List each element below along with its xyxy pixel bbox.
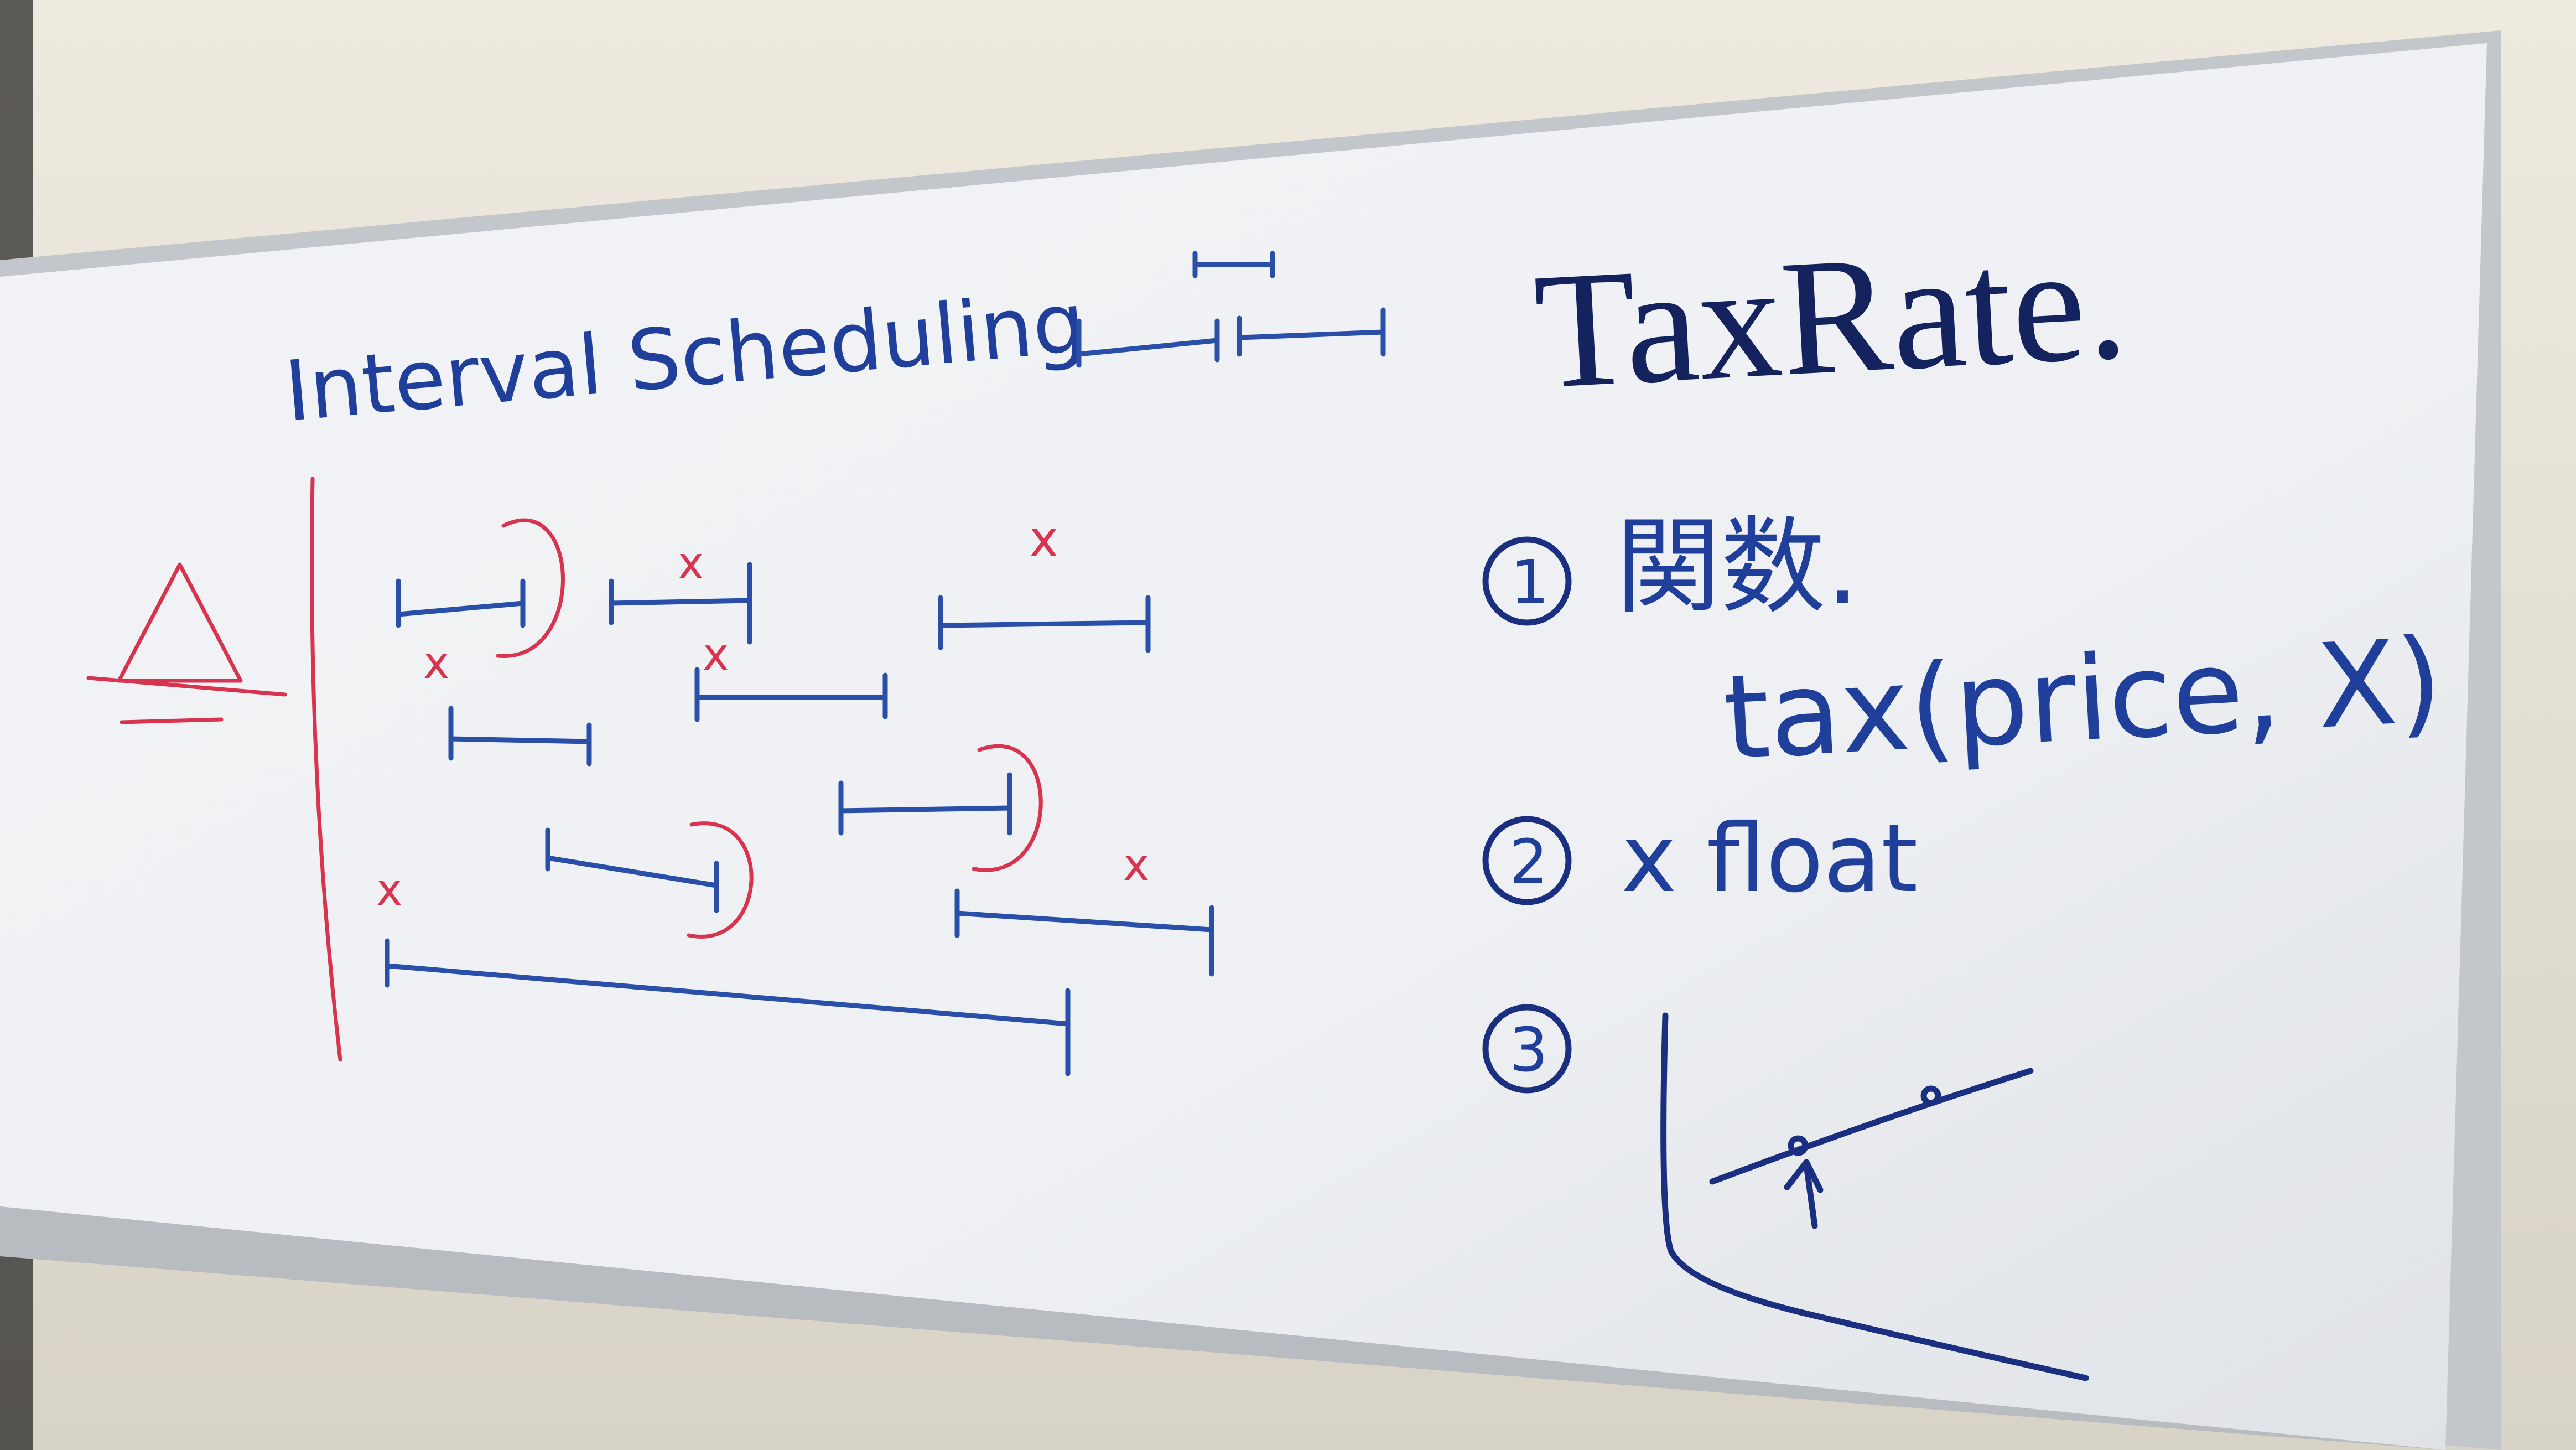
list-item-2: 2 x float bbox=[1482, 804, 1918, 914]
item-2-marker: 2 bbox=[1509, 826, 1548, 897]
whiteboard-surface bbox=[0, 43, 2487, 1450]
red-divider-line bbox=[310, 477, 342, 1062]
reject-mark: x bbox=[423, 637, 449, 688]
reject-mark: x bbox=[1029, 510, 1058, 568]
marker-tray bbox=[0, 1206, 2445, 1450]
reject-mark: x bbox=[703, 629, 729, 680]
reject-mark: x bbox=[678, 537, 704, 589]
right-title: TaxRate. bbox=[1530, 209, 2131, 423]
item-3-marker: 3 bbox=[1509, 1014, 1548, 1085]
graph-point bbox=[1920, 1085, 1941, 1106]
reject-mark: x bbox=[1123, 839, 1149, 890]
triangle-sketch bbox=[86, 562, 287, 724]
interval-example-top bbox=[1076, 251, 1386, 368]
interval-diagram: x x x x x x bbox=[376, 510, 1214, 1076]
list-item-3: 3 bbox=[1482, 1004, 2089, 1381]
reject-mark: x bbox=[376, 864, 402, 915]
arrow-icon bbox=[1784, 1159, 1824, 1229]
sketched-graph bbox=[1660, 1012, 2089, 1381]
item-2-text: x float bbox=[1621, 804, 1918, 914]
graph-point bbox=[1788, 1135, 1809, 1156]
item-1-text: 関数. bbox=[1616, 506, 1859, 628]
item-1-marker: 1 bbox=[1510, 547, 1549, 618]
list-item-1: 1 関数. bbox=[1482, 506, 1859, 628]
